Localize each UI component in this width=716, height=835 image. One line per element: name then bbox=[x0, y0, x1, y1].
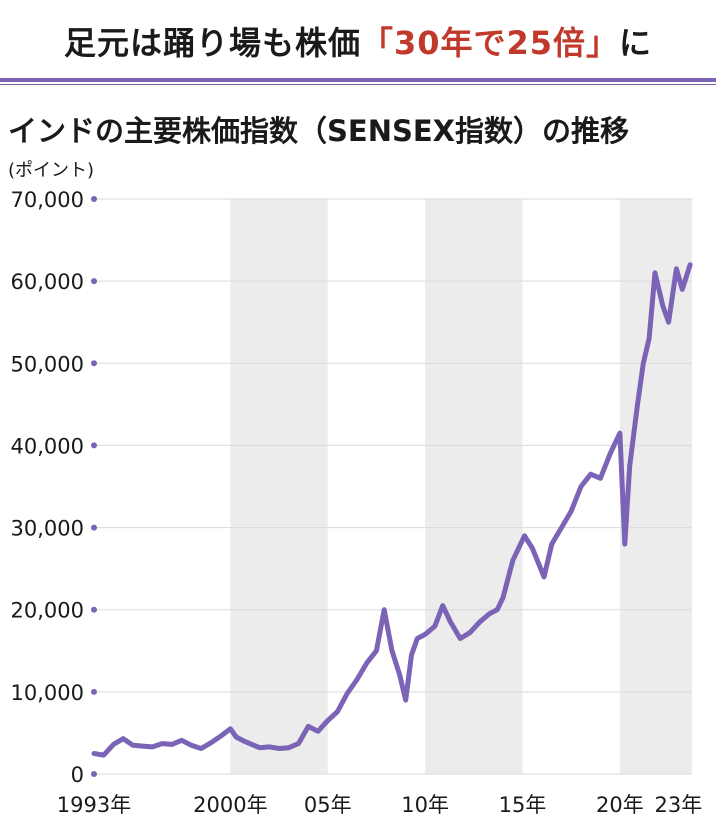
y-tick-dot-60000 bbox=[91, 278, 97, 285]
y-tick-label-10000: 10,000 bbox=[11, 681, 84, 705]
series-group bbox=[91, 262, 693, 758]
shaded-band-1 bbox=[425, 199, 523, 774]
horizontal-gridlines bbox=[94, 198, 692, 775]
y-tick-label-70000: 70,000 bbox=[11, 188, 84, 212]
x-tick-label-1993: 1993年 bbox=[57, 793, 131, 817]
x-axis: 1993年 2000年 05年 10年 15年 20年 23年 bbox=[57, 793, 702, 817]
y-tick-label-30000: 30,000 bbox=[11, 517, 84, 541]
y-tick-label-0: 0 bbox=[71, 763, 84, 787]
y-tick-dot-40000 bbox=[91, 442, 97, 449]
y-axis-unit-label: (ポイント) bbox=[8, 160, 95, 181]
shaded-period-bands bbox=[230, 199, 692, 774]
shaded-band-0 bbox=[230, 199, 328, 774]
y-tick-dot-0 bbox=[91, 771, 97, 777]
chart-title: インドの主要株価指数（SENSEX指数）の推移 bbox=[8, 114, 630, 148]
y-tick-dot-30000 bbox=[91, 524, 97, 531]
series-line-0 bbox=[91, 262, 693, 758]
x-tick-label-2023: 23年 bbox=[654, 793, 702, 817]
headline-highlight: 「30年で25倍」 bbox=[360, 24, 620, 62]
y-axis: 0 10,000 20,000 30,000 40,000 50,000 60,000 70,… bbox=[11, 188, 97, 787]
shaded-band-2 bbox=[619, 199, 692, 774]
y-tick-label-50000: 50,000 bbox=[11, 352, 84, 376]
y-tick-dot-20000 bbox=[91, 606, 97, 613]
y-tick-label-20000: 20,000 bbox=[11, 599, 84, 623]
headline-suffix: に bbox=[619, 24, 653, 62]
x-tick-label-2020: 20年 bbox=[596, 793, 644, 817]
headline-prefix: 足元は踊り場も株価 bbox=[63, 24, 361, 62]
y-tick-label-40000: 40,000 bbox=[11, 434, 84, 458]
x-tick-label-2000: 2000年 bbox=[193, 793, 267, 817]
headline: 足元は踊り場も株価「30年で25倍」に bbox=[0, 0, 716, 80]
y-tick-dot-10000 bbox=[91, 688, 97, 695]
y-tick-dot-50000 bbox=[91, 360, 97, 367]
y-tick-label-60000: 60,000 bbox=[11, 270, 84, 294]
x-tick-label-2015: 15年 bbox=[499, 793, 547, 817]
x-tick-label-2010: 10年 bbox=[401, 793, 449, 817]
headline-rule-thin bbox=[0, 84, 716, 85]
x-tick-label-2005: 05年 bbox=[304, 793, 352, 817]
headline-rule-thick bbox=[0, 78, 716, 82]
y-tick-dot-70000 bbox=[91, 196, 97, 202]
